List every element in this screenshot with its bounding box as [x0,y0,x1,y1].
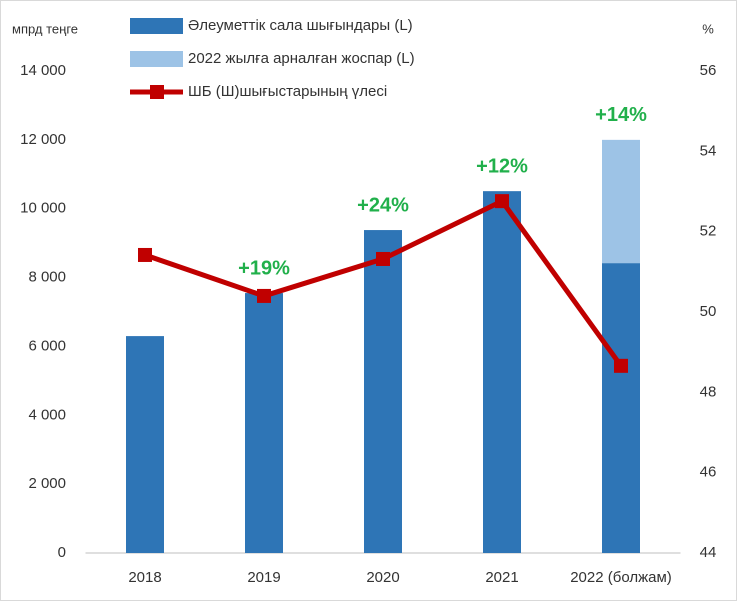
annotation: +14% [595,104,647,126]
y-tick-label: 2 000 [28,475,66,492]
line-marker [257,288,271,303]
bar [602,263,640,553]
legend-swatch [130,51,183,67]
y2-tick-label: 46 [700,464,717,481]
y-axis-label: мпрд теңге [12,21,78,36]
legend-label: ШБ (Ш)шығыстарының үлесі [188,83,387,100]
y2-tick-label: 52 [700,223,717,240]
y2-axis-label: % [702,21,714,36]
line-marker [495,194,509,209]
x-tick-label: 2021 [485,569,518,586]
bar [602,139,640,264]
y2-tick-label: 48 [700,383,717,400]
y-tick-label: 6 000 [28,337,66,354]
y-tick-label: 14 000 [20,62,66,79]
legend-swatch [130,18,183,34]
bar [245,293,283,553]
y2-tick-label: 54 [700,142,717,159]
bar [483,191,521,554]
bar [364,230,402,553]
y-tick-label: 8 000 [28,269,66,286]
y-tick-label: 10 000 [20,200,66,217]
legend-label: 2022 жылға арналған жоспар (L) [188,50,415,67]
y2-tick-label: 44 [700,544,717,561]
annotation: +24% [357,194,409,216]
line-marker [376,251,390,266]
line-marker [138,247,152,262]
y-tick-label: 12 000 [20,131,66,148]
x-tick-label: 2018 [128,569,161,586]
y2-tick-label: 56 [700,62,717,79]
annotation: +19% [238,257,290,279]
y2-tick-label: 50 [700,303,717,320]
bar [126,336,164,553]
legend-label: Әлеуметтік сала шығындары (L) [188,17,413,34]
annotation: +12% [476,155,528,177]
x-tick-label: 2020 [366,569,399,586]
y-tick-label: 0 [58,544,66,561]
y-tick-label: 4 000 [28,406,66,423]
line-marker [614,358,628,373]
legend-swatch [150,85,164,99]
x-tick-label: 2022 (болжам) [570,569,672,586]
x-tick-label: 2019 [247,569,280,586]
